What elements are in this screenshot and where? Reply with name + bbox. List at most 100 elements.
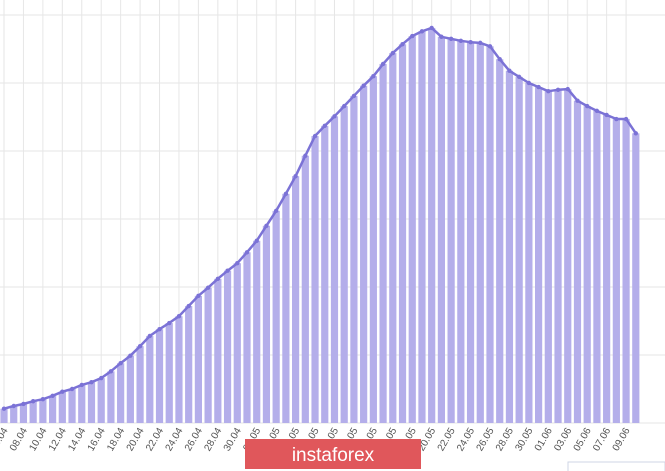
point bbox=[585, 103, 590, 109]
point bbox=[21, 401, 26, 407]
point bbox=[50, 393, 55, 398]
point bbox=[254, 238, 259, 243]
point bbox=[30, 399, 36, 404]
bar bbox=[233, 263, 241, 423]
bar bbox=[476, 42, 484, 423]
bar bbox=[408, 36, 416, 424]
point bbox=[623, 116, 629, 122]
bar bbox=[398, 44, 407, 424]
bar bbox=[19, 403, 28, 423]
point bbox=[526, 80, 532, 86]
point bbox=[361, 83, 366, 88]
bar bbox=[311, 136, 319, 424]
bar bbox=[126, 355, 134, 423]
bar bbox=[155, 329, 164, 423]
point bbox=[176, 314, 182, 319]
point bbox=[108, 369, 114, 374]
point bbox=[1, 406, 7, 411]
point bbox=[196, 293, 201, 299]
bar bbox=[49, 395, 57, 423]
bar bbox=[39, 399, 47, 423]
point bbox=[69, 386, 75, 392]
corner-box bbox=[567, 461, 665, 471]
bar bbox=[58, 391, 66, 423]
point bbox=[303, 153, 308, 158]
bar bbox=[612, 119, 620, 423]
point bbox=[546, 88, 551, 94]
bar bbox=[68, 389, 76, 423]
bar bbox=[146, 335, 154, 423]
point bbox=[507, 68, 512, 73]
bar bbox=[194, 295, 202, 423]
point bbox=[147, 333, 152, 339]
bar bbox=[214, 278, 222, 423]
bar bbox=[447, 38, 455, 424]
bar bbox=[117, 363, 125, 423]
bar bbox=[515, 76, 523, 423]
x-tick-label: 06.04 bbox=[0, 426, 11, 454]
point bbox=[273, 208, 279, 214]
line-layer bbox=[1, 25, 638, 411]
bar bbox=[525, 83, 533, 423]
bar bbox=[107, 371, 115, 423]
point bbox=[516, 74, 522, 80]
bars bbox=[0, 27, 640, 424]
bar bbox=[223, 270, 232, 423]
point bbox=[400, 42, 405, 47]
point bbox=[614, 116, 619, 122]
bar bbox=[622, 119, 630, 423]
bar bbox=[632, 133, 640, 423]
bar bbox=[535, 87, 543, 423]
bar bbox=[321, 125, 329, 423]
bar bbox=[564, 89, 572, 424]
point bbox=[594, 108, 600, 114]
point bbox=[497, 57, 502, 62]
point bbox=[312, 133, 318, 139]
bar bbox=[292, 176, 300, 423]
bar bbox=[544, 91, 552, 423]
bar bbox=[583, 106, 591, 424]
point bbox=[40, 397, 46, 402]
bar bbox=[204, 287, 212, 423]
point bbox=[487, 44, 493, 49]
bar bbox=[262, 225, 271, 423]
point bbox=[604, 112, 609, 118]
bar bbox=[369, 76, 377, 423]
bar bbox=[350, 95, 358, 424]
bar bbox=[466, 42, 475, 423]
bar bbox=[29, 401, 37, 423]
point bbox=[380, 61, 386, 67]
bar bbox=[282, 193, 290, 423]
bar bbox=[486, 46, 494, 423]
bar bbox=[0, 408, 8, 423]
point bbox=[128, 353, 133, 358]
bar bbox=[10, 406, 18, 423]
bar bbox=[379, 63, 387, 424]
bar bbox=[175, 316, 183, 423]
point bbox=[186, 303, 191, 309]
bar bbox=[593, 110, 601, 423]
point bbox=[468, 40, 473, 45]
point bbox=[448, 36, 454, 41]
bar bbox=[496, 59, 504, 423]
bar bbox=[437, 36, 445, 423]
point bbox=[167, 320, 172, 326]
point bbox=[458, 38, 464, 44]
point bbox=[555, 87, 561, 93]
point bbox=[390, 50, 395, 56]
point bbox=[332, 114, 337, 119]
bar bbox=[428, 27, 436, 423]
point bbox=[351, 93, 357, 99]
point bbox=[536, 84, 541, 90]
bar bbox=[418, 31, 426, 423]
bar bbox=[603, 114, 611, 424]
point bbox=[478, 40, 483, 46]
point bbox=[89, 380, 94, 385]
point bbox=[79, 382, 84, 388]
bar bbox=[136, 346, 144, 423]
bar bbox=[78, 384, 86, 423]
bar bbox=[185, 306, 193, 423]
point bbox=[157, 326, 162, 332]
point bbox=[283, 191, 289, 197]
